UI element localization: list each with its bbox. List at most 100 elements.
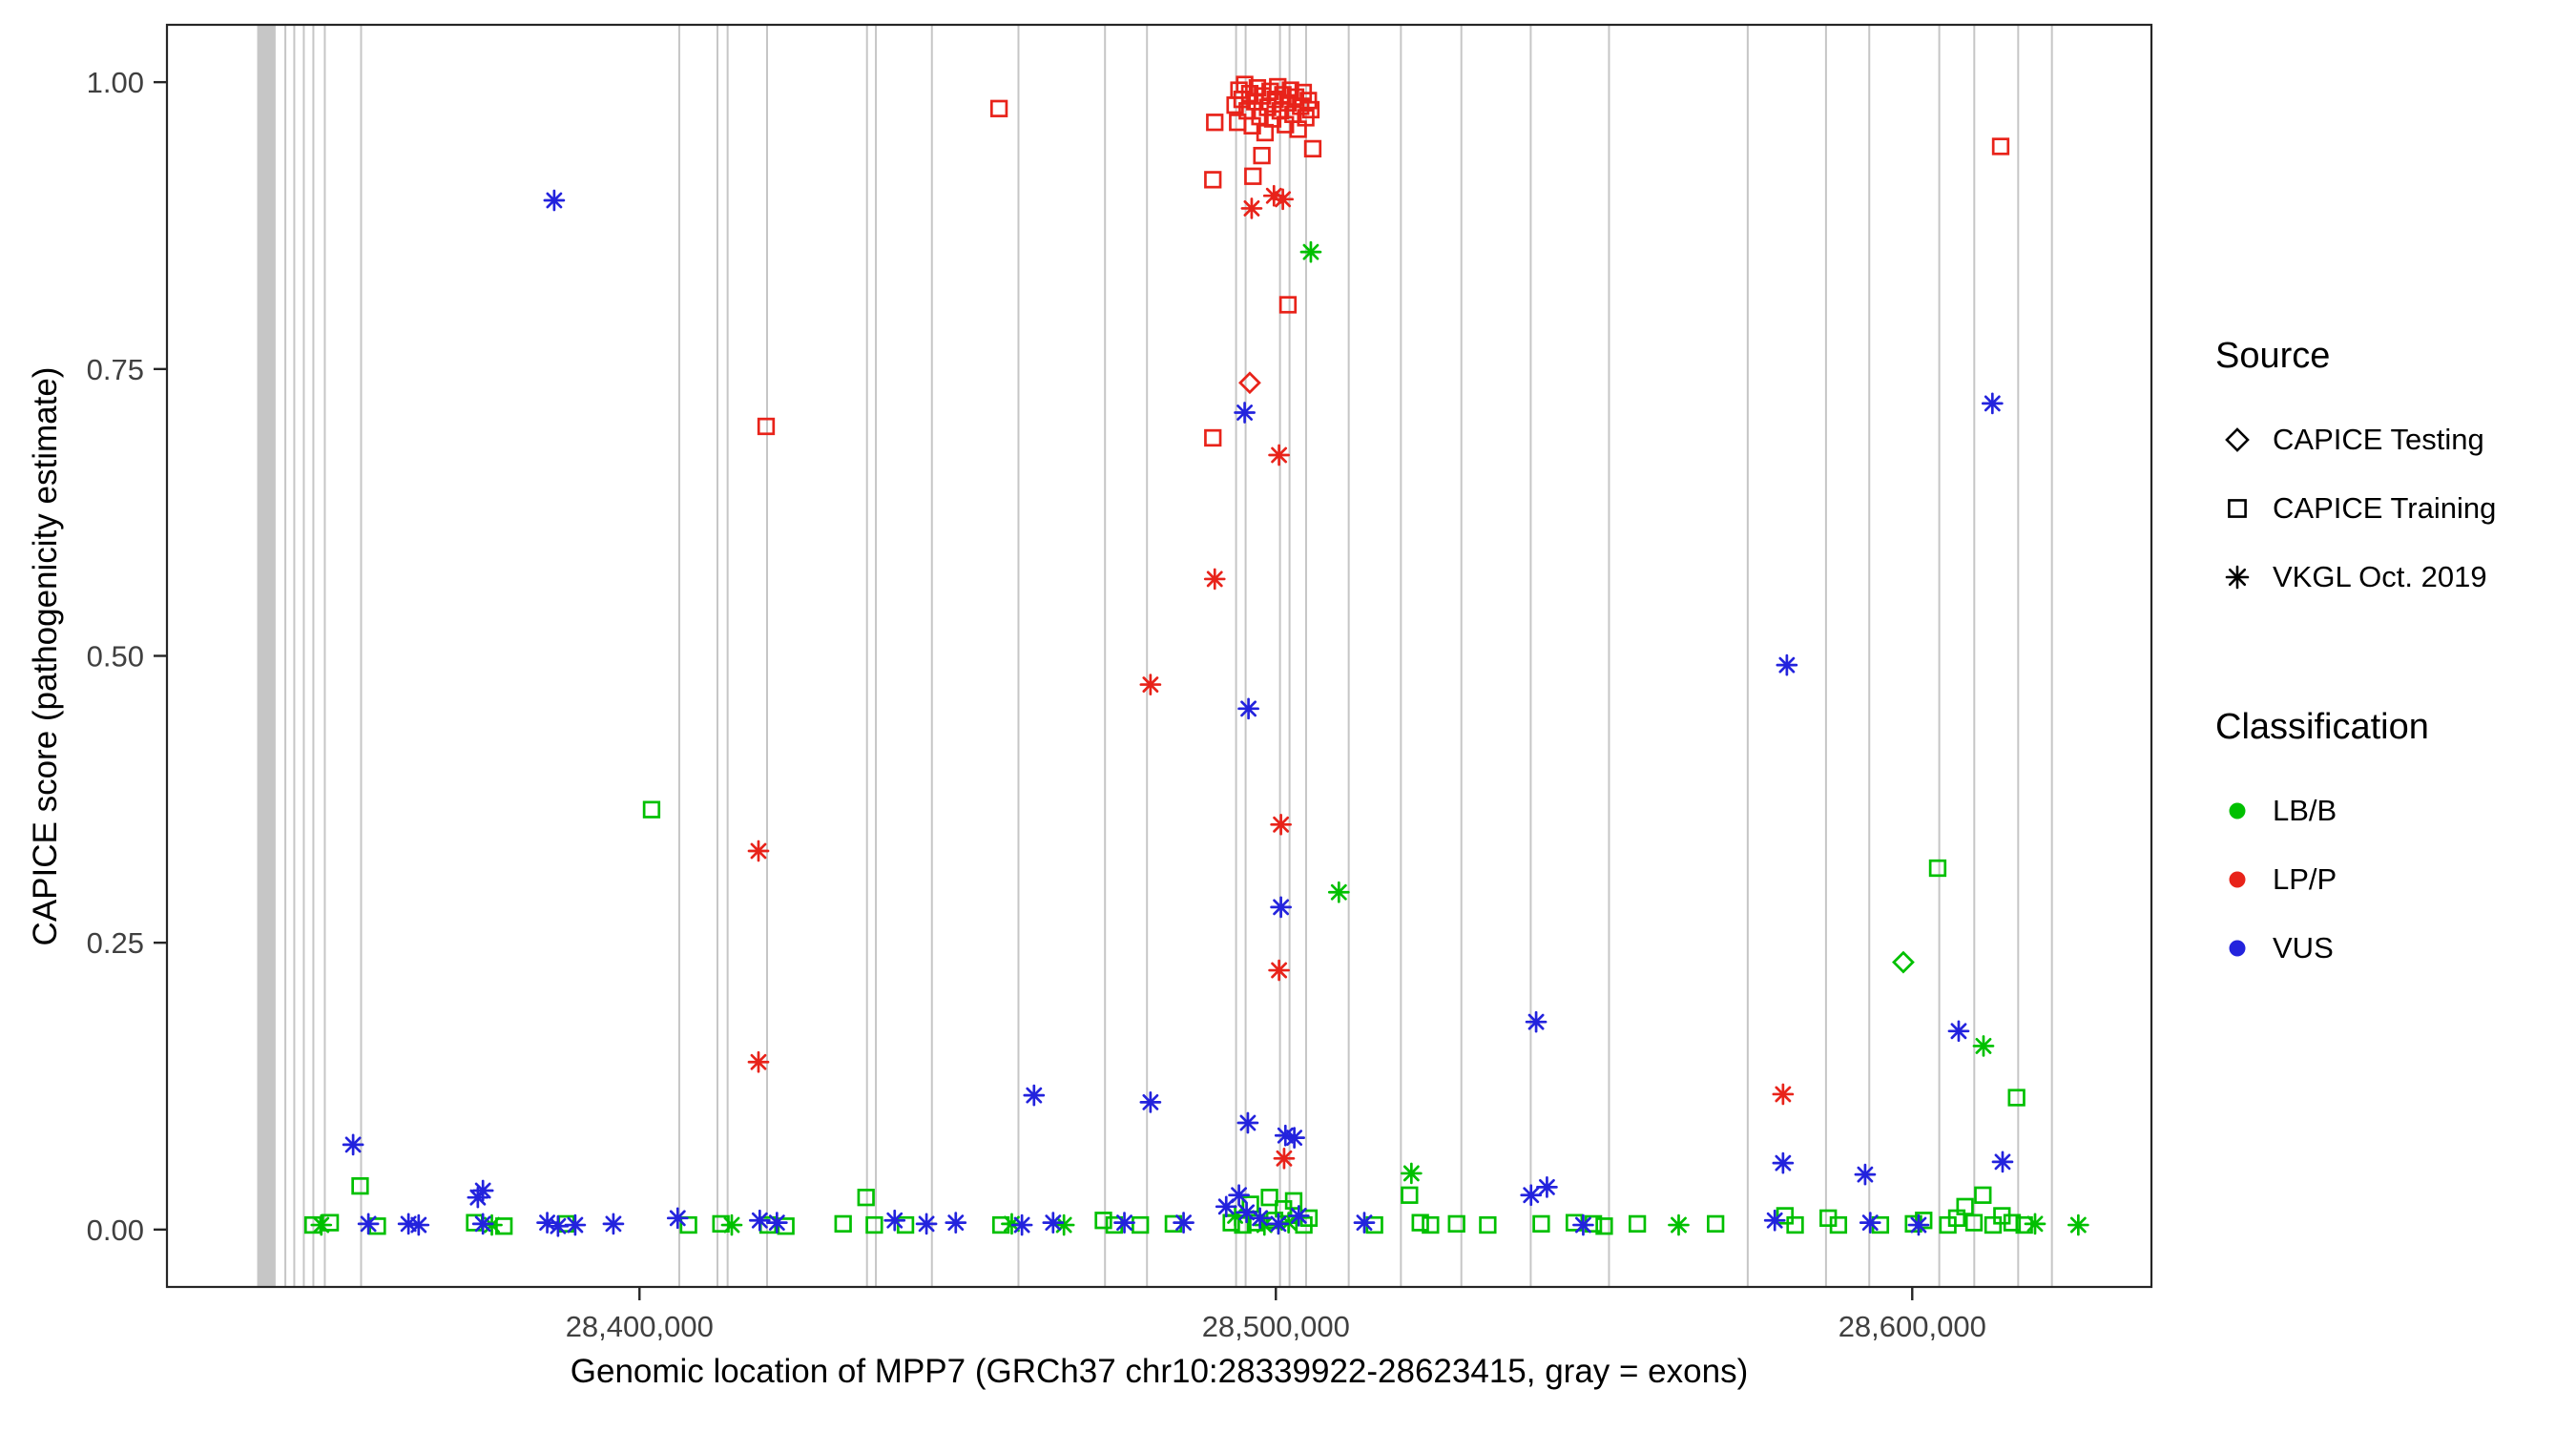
data-point — [550, 1217, 567, 1234]
data-point — [1402, 1165, 1420, 1182]
exon-line — [1400, 25, 1402, 1287]
data-point — [1775, 1154, 1792, 1172]
data-point — [991, 1215, 1010, 1234]
data-point — [1222, 1213, 1240, 1232]
data-point — [1278, 296, 1298, 314]
data-point — [1094, 1212, 1112, 1230]
data-point — [1365, 1215, 1383, 1234]
exon-line — [1868, 25, 1871, 1287]
y-tick-label: 1.00 — [87, 66, 144, 99]
data-point — [1238, 1204, 1256, 1221]
exon-line — [1460, 25, 1463, 1287]
data-point — [1575, 1216, 1591, 1234]
data-point — [1991, 137, 2010, 156]
data-point — [1527, 1013, 1545, 1030]
data-point — [1356, 1214, 1373, 1232]
x-tick-label: 28,600,000 — [1839, 1310, 1986, 1343]
data-point — [1271, 962, 1288, 979]
data-point — [1273, 899, 1290, 916]
data-point — [750, 842, 767, 860]
data-point — [360, 1215, 377, 1233]
y-tick-label: 0.00 — [87, 1213, 144, 1247]
data-point — [2015, 1215, 2033, 1234]
legend-item-label: CAPICE Testing — [2273, 423, 2484, 456]
data-point — [546, 192, 563, 209]
data-point — [642, 800, 661, 819]
data-point — [1974, 1186, 1992, 1204]
legend-item-asterisk: VKGL Oct. 2019 — [2215, 543, 2568, 612]
data-point — [1230, 81, 1248, 99]
data-point — [1253, 146, 1271, 165]
data-point — [865, 1215, 883, 1234]
data-point — [1142, 1093, 1159, 1110]
y-axis-title: CAPICE score (pathogenicity estimate) — [27, 366, 64, 946]
exon-line — [875, 25, 878, 1287]
exon-line — [1608, 25, 1610, 1287]
data-point — [1236, 404, 1254, 421]
data-point — [2003, 1213, 2022, 1232]
data-point — [1286, 1130, 1303, 1147]
square-icon — [2228, 499, 2247, 518]
exon-line — [293, 25, 296, 1287]
data-point — [1265, 187, 1282, 204]
data-point — [344, 1136, 362, 1153]
data-point — [1523, 1187, 1540, 1204]
data-point — [1479, 1215, 1497, 1234]
exon-line — [312, 25, 315, 1287]
legend-item-lbb: LB/B — [2215, 777, 2568, 845]
data-point — [1330, 883, 1347, 901]
exon-line — [257, 25, 276, 1287]
diamond-icon — [2225, 427, 2250, 452]
data-point — [1857, 1166, 1874, 1183]
data-point — [2228, 568, 2247, 587]
exon-line — [766, 25, 769, 1287]
data-point — [1538, 1178, 1555, 1195]
data-point — [1204, 428, 1222, 447]
x-tick-label: 28,500,000 — [1202, 1310, 1350, 1343]
data-point — [1252, 1210, 1269, 1227]
data-point — [1204, 171, 1222, 189]
data-point — [1447, 1214, 1465, 1234]
legend-item-label: LP/P — [2273, 862, 2337, 896]
data-point — [1411, 1213, 1429, 1232]
data-point — [750, 1053, 767, 1070]
data-point — [1302, 243, 1319, 260]
data-point — [712, 1214, 730, 1234]
exon-line — [360, 25, 363, 1287]
exon-line — [284, 25, 287, 1287]
data-point — [469, 1189, 487, 1206]
exon-line — [716, 25, 718, 1287]
x-axis-title: Genomic location of MPP7 (GRCh37 chr10:2… — [570, 1353, 1749, 1390]
data-point — [1217, 1198, 1235, 1215]
data-point — [1280, 1214, 1298, 1232]
data-point — [303, 1215, 322, 1234]
exon-line — [1244, 25, 1247, 1287]
data-point — [1861, 1214, 1879, 1232]
exon-line — [323, 25, 326, 1287]
data-point — [1950, 1023, 1967, 1040]
data-point — [1238, 371, 1261, 395]
data-point — [1671, 1216, 1687, 1234]
data-point — [1628, 1214, 1647, 1234]
data-point — [1290, 1208, 1307, 1224]
exon-line — [1973, 25, 1976, 1287]
y-tick-label: 0.25 — [87, 926, 144, 960]
exon-line — [1235, 25, 1237, 1287]
legend-item-label: LB/B — [2273, 794, 2337, 827]
exon-line — [677, 25, 680, 1287]
data-point — [1276, 1150, 1293, 1167]
data-point — [2007, 1089, 2025, 1107]
data-point — [857, 1189, 875, 1207]
legend-source-title: Source — [2215, 336, 2331, 376]
color-dot-icon — [2229, 802, 2246, 819]
data-point — [1277, 1127, 1294, 1144]
data-point — [1776, 1207, 1795, 1225]
data-point — [669, 1210, 686, 1227]
exon-line — [302, 25, 305, 1287]
data-point — [1928, 859, 1947, 878]
data-point — [1303, 139, 1322, 158]
exon-line — [1347, 25, 1350, 1287]
exon-line — [2017, 25, 2020, 1287]
legend-item-diamond: CAPICE Testing — [2215, 405, 2568, 474]
